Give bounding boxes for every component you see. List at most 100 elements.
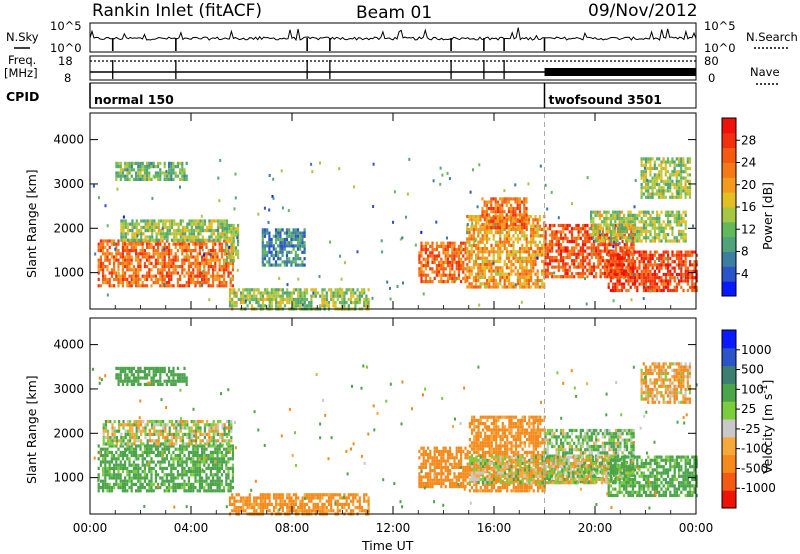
data-cell [612,217,615,221]
data-cell [187,284,190,288]
data-cell [173,238,176,242]
data-cell [505,231,508,235]
data-cell [627,279,630,283]
data-cell [214,252,217,256]
data-cell [151,196,154,200]
data-cell [172,271,175,275]
data-cell [176,249,179,253]
data-cell [564,236,567,240]
data-cell [135,450,138,454]
data-cell [225,252,228,256]
data-cell [198,284,201,288]
data-cell [420,248,423,252]
data-cell [658,195,661,199]
data-cell [146,161,149,165]
data-cell [645,256,648,261]
data-cell [154,265,157,269]
data-cell [460,264,463,268]
data-cell [104,265,107,269]
data-cell [481,222,484,227]
data-cell [205,476,208,480]
data-cell [220,249,223,253]
data-cell [217,232,220,236]
data-cell [170,473,173,477]
data-cell [113,436,116,440]
data-cell [645,229,648,233]
data-cell [568,275,571,279]
data-cell [231,444,234,448]
data-cell [214,249,217,253]
data-cell [684,276,687,280]
data-cell [255,294,258,298]
data-cell [680,260,683,264]
nsky-line [89,27,697,42]
data-cell [230,227,233,231]
data-cell [234,230,237,234]
data-cell [664,210,667,214]
data-cell [523,247,526,251]
data-cell [440,264,443,268]
data-cell [111,429,114,433]
data-cell [137,473,140,477]
data-cell [470,247,473,251]
data-cell [420,270,423,274]
data-cell [198,489,201,493]
data-cell [128,486,131,490]
data-cell [122,439,125,443]
data-cell [196,268,199,272]
data-cell [292,260,295,264]
data-cell [152,165,155,169]
data-cell [510,222,513,227]
data-cell [466,266,469,270]
data-cell [137,261,140,265]
data-cell [146,444,149,448]
data-cell [631,213,634,217]
data-cell [499,247,502,251]
data-cell [679,265,682,269]
data-cell [165,476,168,480]
data-cell [671,272,674,277]
data-cell [479,247,482,251]
data-cell [194,460,197,464]
data-cell [462,260,465,264]
data-cell [597,259,600,263]
data-cell [196,261,199,265]
data-cell [689,253,692,257]
data-cell [603,223,606,227]
data-cell [209,466,212,470]
data-cell [117,239,120,243]
data-cell [525,237,528,241]
data-cell [640,269,643,273]
data-cell [678,213,681,217]
data-cell [102,245,105,249]
data-cell [678,250,681,254]
data-cell [508,243,511,247]
data-cell [649,233,652,237]
data-cell [669,256,672,261]
data-cell [152,482,155,486]
data-cell [143,174,146,178]
data-cell [263,228,267,232]
data-cell [427,280,430,284]
data-cell [176,174,179,178]
data-cell [285,260,289,264]
data-cell [226,243,229,247]
data-cell [229,261,232,265]
data-cell [680,285,683,289]
data-cell [662,272,665,277]
data-cell [161,249,164,253]
data-cell [497,272,500,276]
data-cell [675,163,678,167]
data-cell [161,447,164,451]
data-cell [686,266,689,270]
data-cell [653,253,656,257]
data-cell [618,288,621,293]
data-cell [279,257,282,261]
data-cell [645,263,648,267]
data-cell [645,269,648,273]
data-cell [680,269,683,273]
data-cell [170,466,173,470]
data-cell [472,250,475,254]
data-cell [308,301,311,305]
data-cell [157,258,160,262]
